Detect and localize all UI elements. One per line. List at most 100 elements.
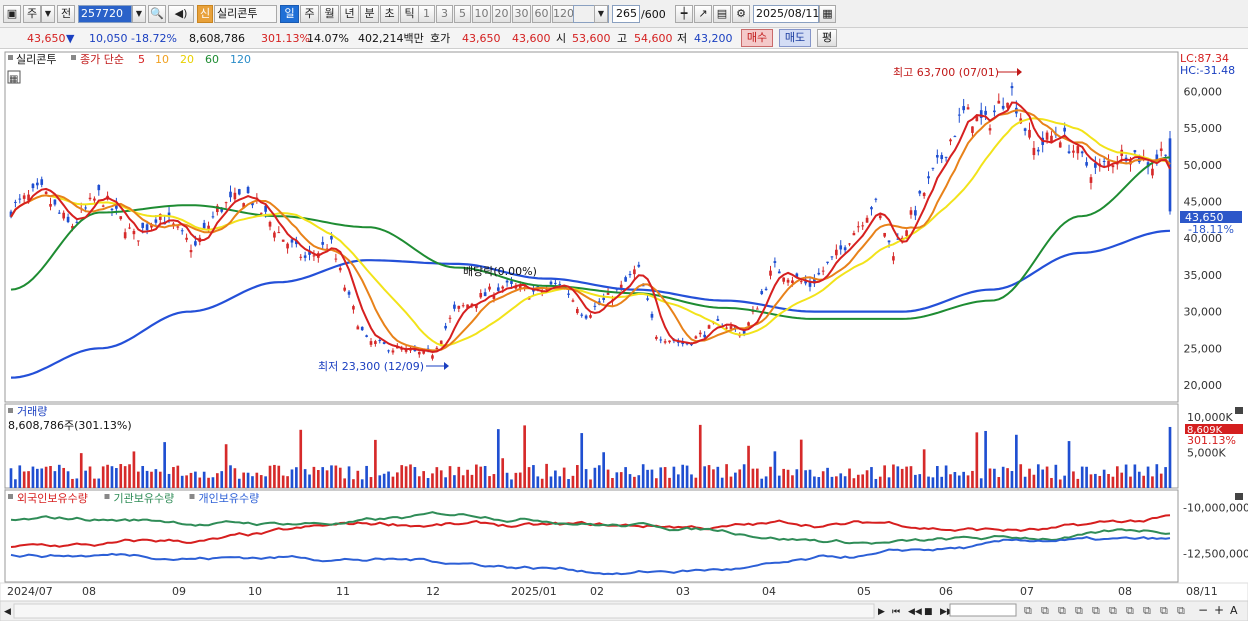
volume-bar [1058, 479, 1062, 488]
tab-prev[interactable]: 전 [57, 5, 75, 23]
volume-bar [927, 476, 930, 488]
period-4[interactable]: 분 [360, 5, 379, 23]
minute-1[interactable]: 1 [418, 5, 435, 23]
minute-60[interactable]: 60 [532, 5, 551, 23]
candle-body [343, 287, 346, 291]
save-icon[interactable]: ▤ [713, 5, 731, 23]
minute-30[interactable]: 30 [512, 5, 531, 23]
volume-bar [1045, 466, 1049, 488]
market-dropdown-icon[interactable]: ▼ [41, 5, 55, 23]
volume-close-icon[interactable] [1235, 407, 1243, 414]
minute-5[interactable]: 5 [454, 5, 471, 23]
buy-button[interactable]: 매수 [741, 29, 773, 47]
candle-body [479, 292, 483, 298]
volume-bar [782, 468, 785, 488]
volume-bar [1120, 472, 1124, 488]
period-2[interactable]: 월 [320, 5, 339, 23]
candle-body [233, 192, 237, 200]
candle-body [1063, 127, 1066, 132]
candle-body [865, 217, 869, 223]
volume-bar [751, 468, 755, 488]
minute-10[interactable]: 10 [472, 5, 491, 23]
candle-body [496, 287, 500, 291]
period-3[interactable]: 년 [340, 5, 359, 23]
zoom-slider[interactable] [949, 603, 1017, 617]
volume-bar [786, 469, 790, 488]
tab-stock[interactable]: 주 [23, 5, 41, 23]
candle-body [856, 226, 860, 228]
volume-bar [655, 478, 658, 488]
code-input[interactable]: 257720 [78, 5, 132, 23]
volume-bar [694, 477, 698, 488]
minute-120[interactable]: 120 [552, 5, 574, 23]
open-label: 시 [556, 32, 567, 45]
period-5[interactable]: 초 [380, 5, 399, 23]
window-icon[interactable]: ▣ [3, 5, 21, 23]
minute-3[interactable]: 3 [436, 5, 453, 23]
candle-body [88, 197, 92, 200]
candle-body [360, 326, 364, 331]
volume-bar [237, 478, 241, 488]
volume-value: 8,608,786주(301.13%) [8, 419, 132, 432]
lc-label: LC:87.34 [1180, 52, 1229, 65]
holding-close-icon[interactable] [1235, 493, 1243, 500]
interval-dropdown-icon[interactable]: ▼ [594, 5, 608, 23]
candle-body [110, 208, 114, 211]
volume-bar [356, 470, 360, 488]
candle-body [637, 264, 641, 267]
gear-icon[interactable]: ⚙ [732, 5, 750, 23]
volume-bar [821, 471, 825, 488]
volume-bar [53, 471, 57, 488]
chart-area[interactable]: 2024/07 08 09 10 11 12 2025/01 02 03 04 05 06 07 08 08… [0, 49, 1248, 621]
candle-icon[interactable]: ┿ [675, 5, 693, 23]
scroll-controls[interactable]: ◀ ▶ ⏮ ◀◀ ■ ▶▶ ⧉ ⧉ ⧉ ⧉ ⧉ ⧉ ⧉ ⧉ ⧉ ⧉ − + A [4, 603, 1238, 619]
volume-bar [1111, 476, 1115, 488]
sell-button[interactable]: 매도 [779, 29, 811, 47]
date-input[interactable]: 2025/08/11 [753, 5, 819, 23]
candle-body [211, 216, 215, 218]
candle-body [400, 348, 404, 350]
calendar-icon[interactable]: ▦ [819, 5, 836, 23]
volume-bar [1028, 468, 1031, 488]
average-button[interactable]: 평 [817, 29, 837, 47]
period-6[interactable]: 틱 [400, 5, 419, 23]
candle-body [36, 182, 39, 186]
current-price: 43,650 [27, 32, 66, 45]
volume-bar [194, 471, 197, 488]
calculator-icon[interactable] [7, 70, 21, 84]
volume-bar [646, 469, 649, 488]
minute-20[interactable]: 20 [492, 5, 511, 23]
volume-bar [475, 464, 478, 488]
volume-bar [975, 432, 979, 488]
x-tick-label: 09 [172, 585, 186, 598]
volume-bar [540, 478, 544, 488]
code-dropdown-icon[interactable]: ▼ [132, 5, 146, 23]
sound-icon[interactable]: ◀) [168, 5, 194, 23]
candle-body [9, 211, 13, 217]
candle-body [1164, 154, 1167, 156]
last-price-value: 43,650 [1185, 211, 1224, 224]
candle-body [404, 348, 408, 352]
candle-body [971, 126, 974, 133]
volume-bar [861, 474, 865, 488]
candle-body [769, 270, 772, 276]
period-0[interactable]: 일 [280, 5, 299, 23]
candle-body [488, 286, 491, 290]
candle-body [57, 212, 61, 214]
open-price: 53,600 [572, 32, 611, 45]
compare-icon[interactable]: ↗ [694, 5, 712, 23]
candle-body [747, 322, 750, 326]
count-input[interactable]: 265 [612, 5, 640, 23]
volume-bar [273, 464, 276, 488]
candle-body [1045, 132, 1049, 140]
search-icon[interactable]: 🔍 [148, 5, 166, 23]
candle-body [628, 274, 632, 276]
tool-icon-8: ⧉ [1160, 604, 1168, 617]
institution-holding-line [10, 511, 1171, 545]
volume-bar [518, 472, 522, 488]
scroll-track[interactable] [13, 603, 875, 619]
volume-bar [720, 477, 724, 488]
period-1[interactable]: 주 [300, 5, 319, 23]
candle-body [84, 207, 87, 209]
